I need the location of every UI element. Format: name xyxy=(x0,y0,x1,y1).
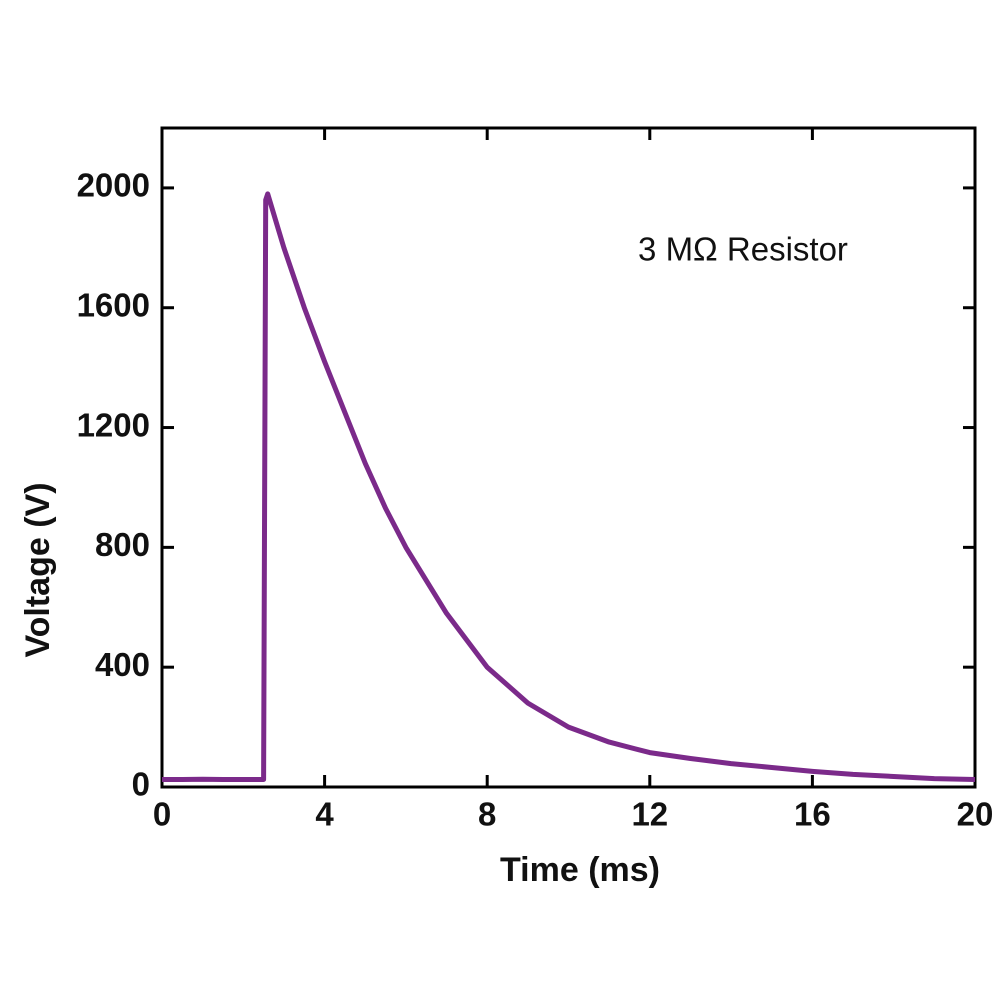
x-tick-label: 12 xyxy=(631,796,668,833)
x-tick-label: 8 xyxy=(478,796,496,833)
x-tick-label: 20 xyxy=(957,796,994,833)
y-tick-label: 2000 xyxy=(77,167,150,204)
annotation: 3 MΩ Resistor xyxy=(638,231,848,268)
y-axis-label: Voltage (V) xyxy=(19,482,57,657)
y-tick-label: 0 xyxy=(132,766,150,803)
x-tick-label: 4 xyxy=(315,796,334,833)
x-axis-label: Time (ms) xyxy=(500,851,660,889)
y-tick-label: 1200 xyxy=(77,406,150,443)
data-line xyxy=(162,191,976,782)
y-tick-label: 1600 xyxy=(77,286,150,323)
x-tick-label: 16 xyxy=(794,796,831,833)
x-tick-label: 0 xyxy=(153,796,171,833)
plot-frame xyxy=(160,126,977,789)
y-tick-label: 800 xyxy=(95,526,150,563)
y-tick-label: 400 xyxy=(95,646,150,683)
